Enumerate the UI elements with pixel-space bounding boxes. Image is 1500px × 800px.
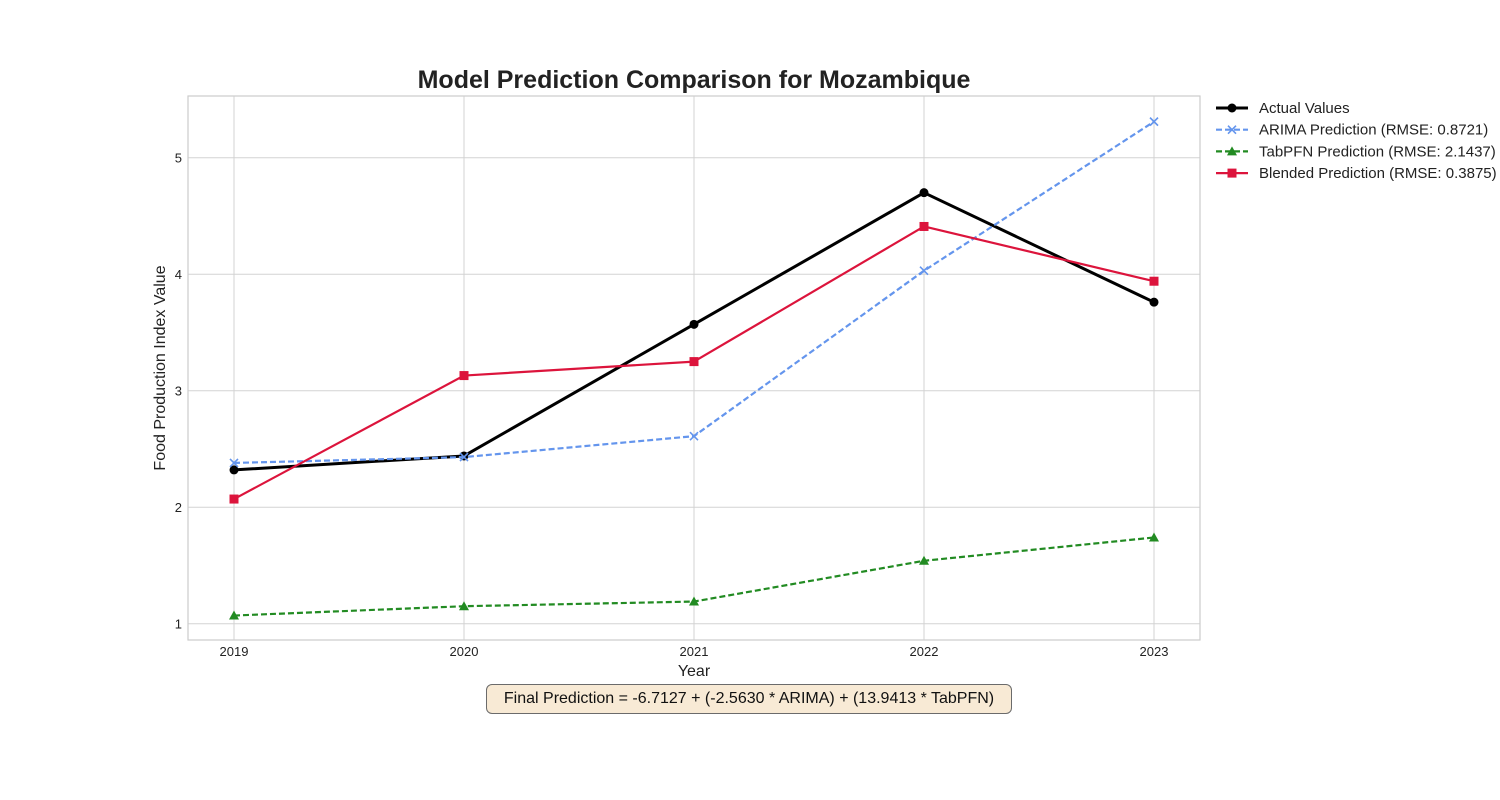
- blended-prediction-point: [689, 357, 699, 367]
- grid: [188, 96, 1200, 640]
- legend-marker-blended-prediction: [1227, 168, 1237, 178]
- legend-marker-actual-values: [1227, 103, 1237, 113]
- arima-prediction-point: [229, 458, 239, 468]
- legend-marker-arima-prediction: [1227, 125, 1237, 135]
- blended-prediction-point: [229, 494, 239, 504]
- x-tick-label: 2022: [910, 644, 939, 659]
- y-tick-label: 5: [175, 151, 182, 166]
- y-tick-label: 4: [175, 267, 182, 282]
- legend-label-arima-prediction: ARIMA Prediction (RMSE: 0.8721): [1259, 122, 1488, 139]
- legend: Actual Values ARIMA Prediction (RMSE: 0.8…: [1216, 100, 1497, 182]
- tabpfn-prediction-point: [459, 601, 469, 611]
- actual-values-point: [689, 319, 699, 329]
- blended-prediction-point: [919, 221, 929, 231]
- x-tick-label: 2019: [220, 644, 249, 659]
- y-tick-label: 1: [175, 617, 182, 632]
- blended-prediction-point: [459, 371, 469, 381]
- y-tick-label: 2: [175, 500, 182, 515]
- y-axis-label: Food Production Index Value: [152, 265, 169, 470]
- blended-prediction-point: [1149, 276, 1159, 286]
- legend-label-actual-values: Actual Values: [1259, 100, 1350, 117]
- legend-marker-tabpfn-prediction: [1227, 146, 1237, 156]
- actual-values-point: [1149, 297, 1159, 307]
- arima-prediction-point: [1149, 117, 1159, 127]
- actual-values-point: [919, 188, 929, 198]
- x-tick-label: 2021: [680, 644, 709, 659]
- arima-prediction-point: [919, 266, 929, 276]
- tabpfn-prediction-point: [1149, 532, 1159, 542]
- tabpfn-prediction-point: [689, 596, 699, 606]
- chart-title: Model Prediction Comparison for Mozambiq…: [418, 66, 971, 94]
- x-axis-label: Year: [678, 663, 711, 680]
- arima-prediction-point: [459, 452, 469, 462]
- plot-frame: [187, 95, 1201, 641]
- tabpfn-prediction-point: [229, 610, 239, 620]
- ticks: 2019 2020 2021 2022 2023 1 2 3 4 5: [175, 151, 1169, 659]
- y-tick-label: 3: [175, 384, 182, 399]
- legend-label-blended-prediction: Blended Prediction (RMSE: 0.3875): [1259, 165, 1497, 182]
- actual-values-point: [229, 465, 239, 475]
- formula-annotation: Final Prediction = -6.7127 + (-2.5630 * …: [486, 684, 1012, 714]
- tabpfn-prediction-point: [919, 555, 929, 565]
- actual-values-point: [459, 451, 469, 461]
- arima-prediction-point: [689, 431, 699, 441]
- x-tick-label: 2020: [450, 644, 479, 659]
- series-layer: [229, 117, 1159, 620]
- legend-label-tabpfn-prediction: TabPFN Prediction (RMSE: 2.1437): [1259, 143, 1496, 160]
- x-tick-label: 2023: [1140, 644, 1169, 659]
